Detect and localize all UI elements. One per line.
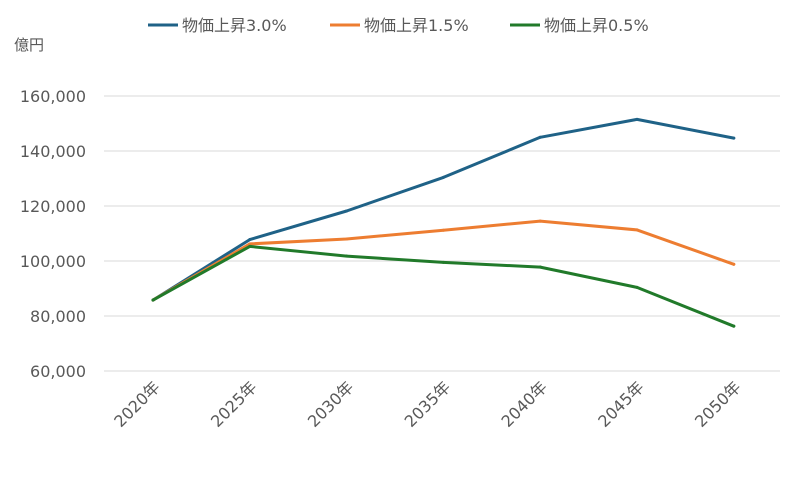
legend-label: 物価上昇1.5% <box>364 16 469 35</box>
data-point <box>345 237 349 241</box>
data-point <box>538 219 542 223</box>
x-tick-label: 2030年 <box>304 377 358 431</box>
data-point <box>732 324 736 328</box>
x-tick-label: 2035年 <box>401 377 455 431</box>
data-point <box>538 265 542 269</box>
data-point <box>441 175 445 179</box>
x-tick-label: 2040年 <box>497 377 551 431</box>
gridlines <box>104 95 780 372</box>
y-tick-label: 140,000 <box>20 142 86 161</box>
data-point <box>441 228 445 232</box>
data-point <box>441 260 445 264</box>
data-point <box>151 298 155 302</box>
series-line-0 <box>151 117 736 302</box>
x-tick-label: 2050年 <box>691 377 745 431</box>
data-point <box>248 244 252 248</box>
data-point <box>635 285 639 289</box>
legend-label: 物価上昇3.0% <box>182 16 287 35</box>
legend: 物価上昇3.0% 物価上昇1.5% 物価上昇0.5% <box>148 16 649 35</box>
y-tick-label: 160,000 <box>20 87 86 106</box>
y-axis-unit-label: 億円 <box>14 36 44 54</box>
data-point <box>248 242 252 246</box>
data-point <box>345 254 349 258</box>
legend-item: 物価上昇3.0% <box>148 16 287 35</box>
y-tick-label: 120,000 <box>20 197 86 216</box>
series-line-2 <box>151 244 736 328</box>
data-point <box>345 209 349 213</box>
data-point <box>732 136 736 140</box>
data-point <box>248 238 252 242</box>
y-tick-label: 100,000 <box>20 252 86 271</box>
data-point <box>732 262 736 266</box>
x-tick-label: 2045年 <box>594 377 648 431</box>
y-tick-label: 60,000 <box>30 362 86 381</box>
legend-item: 物価上昇0.5% <box>510 16 649 35</box>
series-lines <box>151 117 736 328</box>
x-tick-label: 2025年 <box>207 377 261 431</box>
data-point <box>635 117 639 121</box>
data-point <box>635 228 639 232</box>
legend-item: 物価上昇1.5% <box>330 16 469 35</box>
legend-label: 物価上昇0.5% <box>544 16 649 35</box>
y-tick-label: 80,000 <box>30 307 86 326</box>
x-tick-label: 2020年 <box>110 377 164 431</box>
data-point <box>538 135 542 139</box>
